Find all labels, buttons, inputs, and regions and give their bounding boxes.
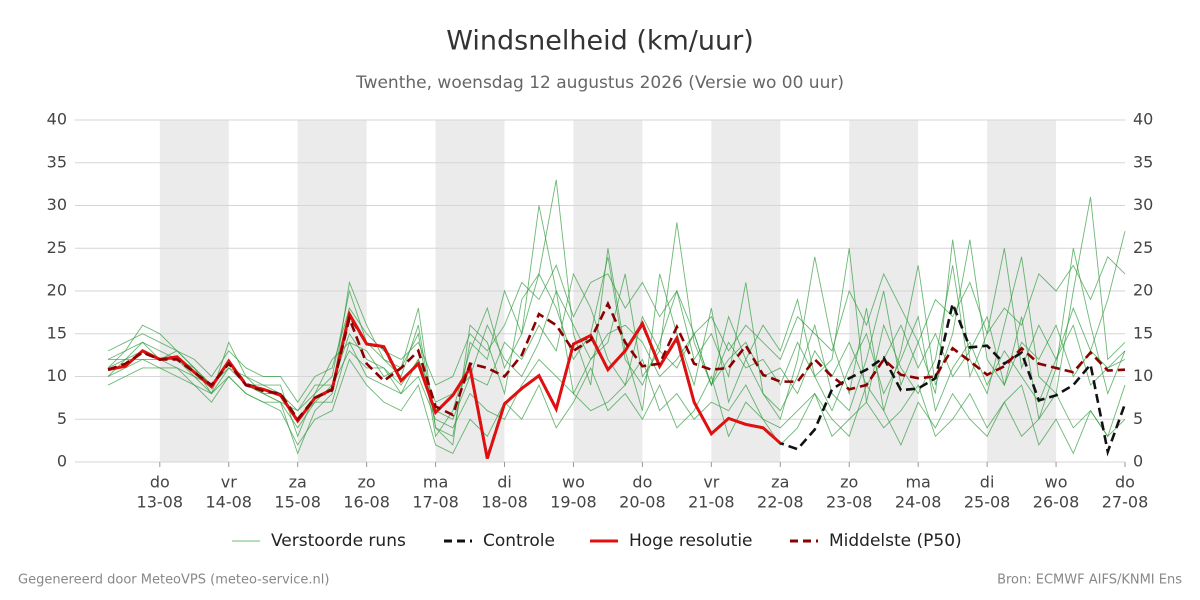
x-tick-label: vr bbox=[703, 473, 719, 492]
ensemble-run bbox=[108, 205, 1126, 438]
x-tick-label: wo bbox=[1045, 473, 1068, 492]
x-tick-label: 15-08 bbox=[274, 493, 321, 512]
y2-tick-label: 15 bbox=[1133, 323, 1153, 342]
y-tick-label: 5 bbox=[57, 409, 67, 428]
x-tick-label: zo bbox=[358, 473, 376, 492]
y-tick-label: 15 bbox=[47, 323, 67, 342]
x-tick-label: zo bbox=[840, 473, 858, 492]
x-tick-label: 26-08 bbox=[1033, 493, 1080, 512]
ensemble-run bbox=[107, 179, 1126, 455]
ensemble-run bbox=[107, 358, 1126, 455]
y-tick-label: 25 bbox=[47, 238, 67, 257]
y-tick-label: 0 bbox=[57, 452, 67, 471]
y2-tick-label: 0 bbox=[1133, 452, 1143, 471]
x-tick-label: 20-08 bbox=[619, 493, 666, 512]
x-tick-label: do bbox=[1115, 473, 1135, 492]
footer-right: Bron: ECMWF AIFS/KNMI Ens bbox=[997, 573, 1182, 588]
chart-subtitle: Twenthe, woensdag 12 augustus 2026 (Vers… bbox=[355, 73, 844, 93]
legend-item: Hoge resolutie bbox=[590, 531, 753, 551]
legend-label: Hoge resolutie bbox=[629, 531, 753, 551]
x-tick-label: vr bbox=[221, 473, 237, 492]
series-line bbox=[107, 300, 1126, 422]
x-tick-label: 22-08 bbox=[757, 493, 804, 512]
chart-title: Windsnelheid (km/uur) bbox=[446, 26, 754, 57]
y2-tick-label: 10 bbox=[1133, 366, 1153, 385]
footer-left: Gegenereerd door MeteoVPS (meteo-service… bbox=[18, 573, 329, 588]
y2-tick-label: 25 bbox=[1133, 238, 1153, 257]
y-tick-label: 20 bbox=[47, 281, 67, 300]
x-tick-label: ma bbox=[905, 473, 930, 492]
ensemble-run bbox=[107, 341, 1126, 438]
x-tick-label: 19-08 bbox=[550, 493, 597, 512]
x-tick-label: 27-08 bbox=[1102, 493, 1149, 512]
y2-tick-label: 20 bbox=[1133, 281, 1153, 300]
x-tick-label: 16-08 bbox=[343, 493, 390, 512]
x-tick-label: za bbox=[289, 473, 307, 492]
y-tick-label: 10 bbox=[47, 366, 67, 385]
x-tick-label: 17-08 bbox=[412, 493, 459, 512]
x-tick-label: do bbox=[150, 473, 170, 492]
x-tick-label: 23-08 bbox=[826, 493, 873, 512]
x-tick-label: 21-08 bbox=[688, 493, 735, 512]
legend-item: Controle bbox=[444, 531, 555, 551]
x-tick-label: za bbox=[771, 473, 789, 492]
legend-label: Controle bbox=[483, 531, 555, 551]
y2-tick-label: 35 bbox=[1133, 152, 1153, 171]
y-tick-label: 40 bbox=[47, 110, 67, 129]
y2-tick-label: 5 bbox=[1133, 409, 1143, 428]
legend-label: Middelste (P50) bbox=[829, 531, 962, 551]
x-tick-label: 14-08 bbox=[205, 493, 252, 512]
legend-item: Middelste (P50) bbox=[790, 531, 962, 551]
x-tick-label: di bbox=[497, 473, 512, 492]
x-tick-label: ma bbox=[423, 473, 448, 492]
x-tick-label: wo bbox=[562, 473, 585, 492]
x-tick-label: 24-08 bbox=[895, 493, 942, 512]
y-tick-label: 30 bbox=[47, 195, 67, 214]
x-tick-label: 18-08 bbox=[481, 493, 528, 512]
y-tick-label: 35 bbox=[47, 152, 67, 171]
x-tick-label: 13-08 bbox=[137, 493, 184, 512]
x-tick-label: do bbox=[632, 473, 652, 492]
y2-tick-label: 40 bbox=[1133, 110, 1153, 129]
x-tick-label: 25-08 bbox=[964, 493, 1011, 512]
y2-tick-label: 30 bbox=[1133, 195, 1153, 214]
x-tick-label: di bbox=[980, 473, 995, 492]
legend-label: Verstoorde runs bbox=[271, 531, 406, 551]
legend-item: Verstoorde runs bbox=[232, 531, 406, 551]
